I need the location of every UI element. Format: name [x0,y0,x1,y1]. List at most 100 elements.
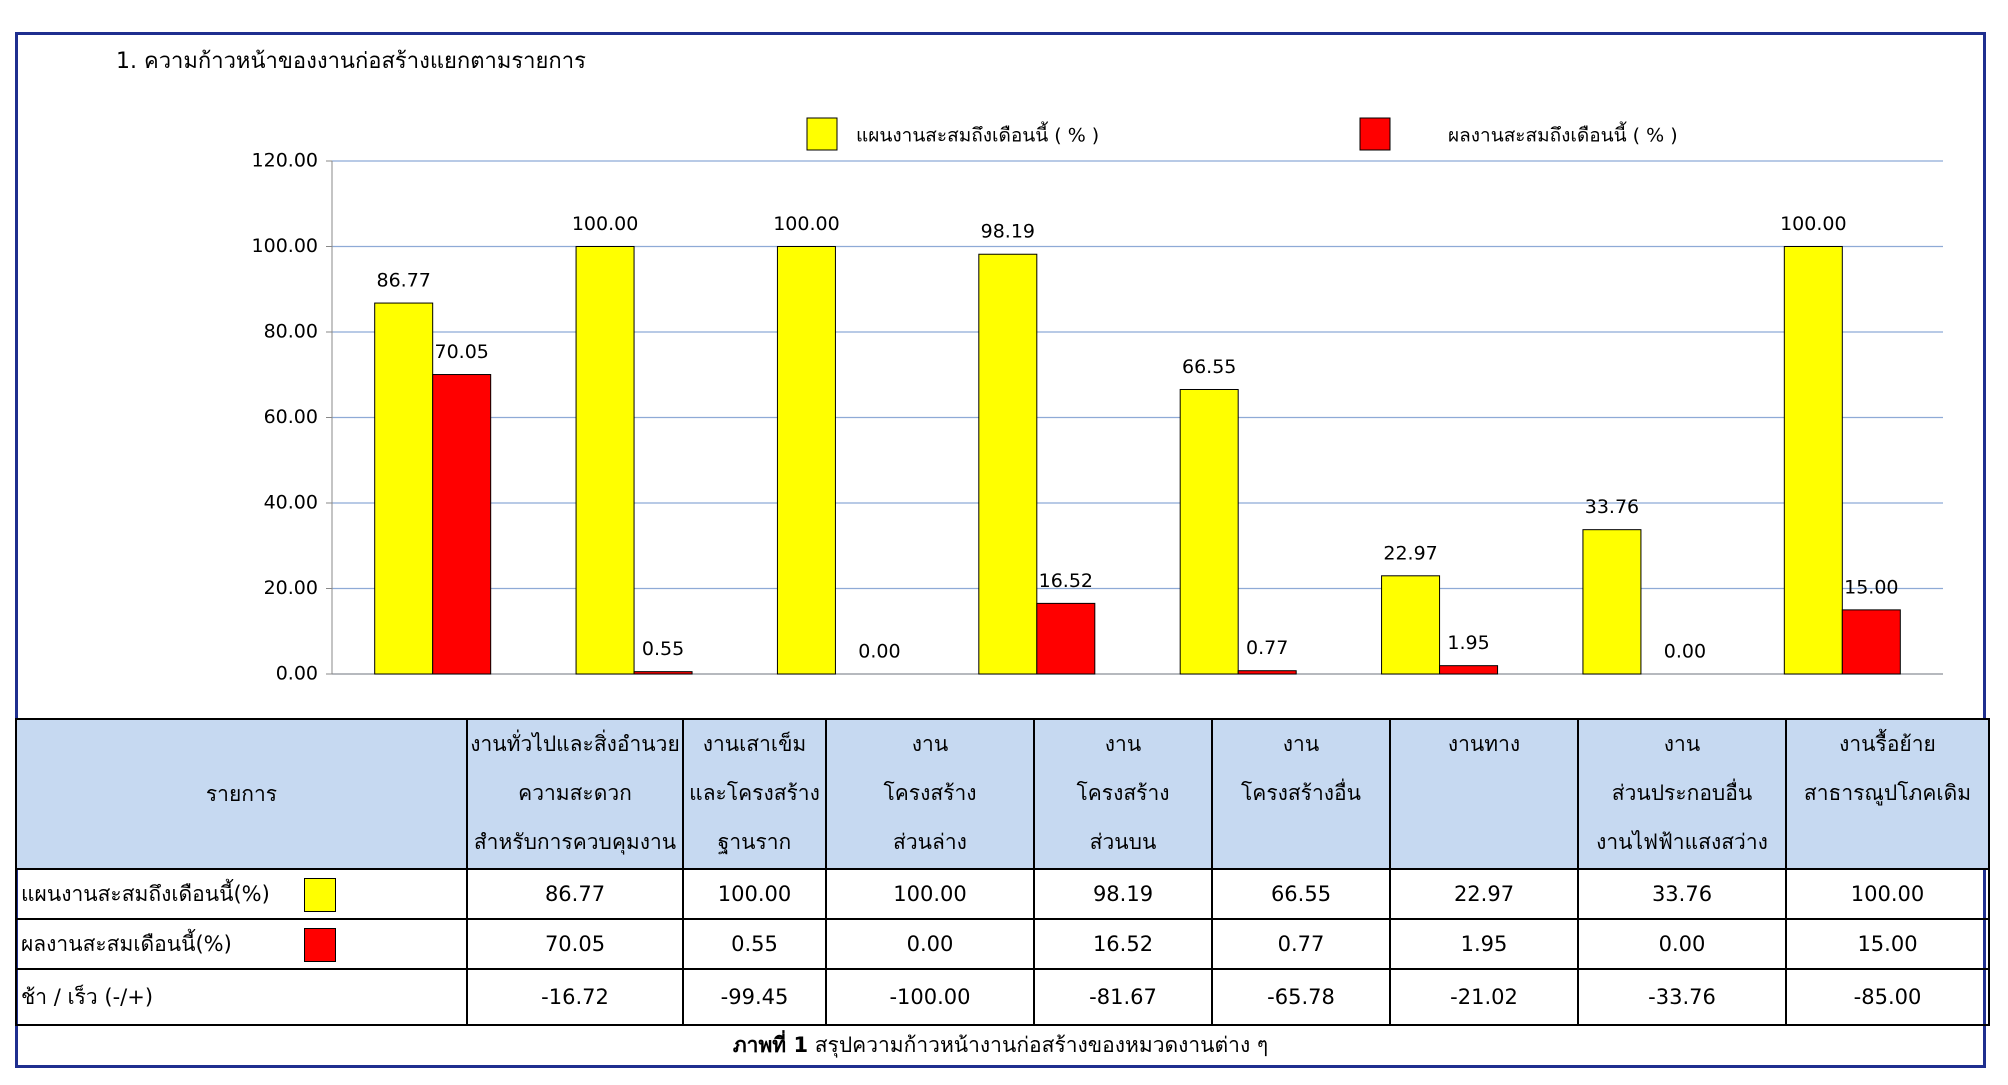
y-tick-label: 40.00 [264,492,318,514]
table-cell: 0.55 [682,918,827,970]
value-label: 0.55 [642,638,684,660]
category-label: งาน [1663,732,1701,756]
value-label: 100.00 [1780,213,1846,235]
table-header-cell: งานโครงสร้างส่วนบน [1033,718,1213,870]
value-label: 100.00 [773,213,839,235]
table-cell: 16.52 [1033,918,1213,970]
table-header-cell: งานทั่วไปและสิ่งอำนวยความสะดวกสำหรับการค… [466,718,684,870]
value-label: 66.55 [1182,356,1236,378]
table-header-cell: รายการ [15,718,468,870]
value-label: 1.95 [1447,632,1489,654]
row-label-text: แผนงานสะสมถึงเดือนนี้(%) [21,881,270,906]
table-row: ผลงานสะสมเดือนนี้(%) 70.05 0.55 0.00 16.52 0.… [15,918,1990,970]
category-label: ส่วนบน [1089,830,1157,854]
value-label: 0.00 [858,641,900,663]
value-label: 98.19 [981,221,1035,243]
value-label: 86.77 [376,270,430,292]
value-label: 22.97 [1383,542,1437,564]
value-label: 0.00 [1664,641,1706,663]
category-label: สำหรับการควบคุมงาน [473,830,677,854]
bar [1237,670,1297,675]
table-cell: 22.97 [1389,868,1579,920]
bar [374,302,434,675]
table-cell: 15.00 [1785,918,1990,970]
y-tick-label: 100.00 [252,235,318,257]
frame [15,32,1986,1068]
table-cell: 0.00 [825,918,1035,970]
table-cell: -21.02 [1389,968,1579,1026]
row-label: แผนงานสะสมถึงเดือนนี้(%) [15,868,468,920]
y-tick-label: 0.00 [276,663,318,685]
table-cell: 33.76 [1577,868,1787,920]
category-label: งาน [911,732,949,756]
category-label: งานทาง [1447,732,1521,756]
table-cell: -33.76 [1577,968,1787,1026]
category-label: งาน [1282,732,1320,756]
table-cell: 86.77 [466,868,684,920]
bar [432,374,492,675]
table-header-cell: งานโครงสร้างอื่น [1211,718,1391,870]
data-table: รายการ งานทั่วไปและสิ่งอำนวยความสะดวกสำหร… [15,718,1990,1026]
category-label: ความสะดวก [518,781,632,805]
value-label: 15.00 [1844,576,1898,598]
row-label-text: ผลงานสะสมเดือนนี้(%) [21,931,232,956]
caption-label: ภาพที่ 1 [732,1033,809,1057]
category-label: งานทั่วไปและสิ่งอำนวย [470,732,680,756]
legend-label: แผนงานสะสมถึงเดือนนี้ ( % ) [856,122,1099,147]
bar [1179,388,1239,675]
category-label: งานเสาเข็ม [702,732,807,756]
category-label: โครงสร้างอื่น [1241,781,1361,805]
legend-label: ผลงานสะสมถึงเดือนนี้ ( % ) [1448,122,1678,147]
table-cell: 100.00 [1785,868,1990,920]
table-cell: 0.77 [1211,918,1391,970]
bar [1439,665,1499,675]
y-tick-label: 20.00 [264,577,318,599]
value-label: 0.77 [1246,637,1288,659]
row-label-text: ช้า / เร็ว (-/+) [21,984,154,1009]
y-tick-label: 60.00 [264,406,318,428]
caption: ภาพที่ 1 สรุปความก้าวหน้างานก่อสร้างของห… [15,1023,1986,1068]
table-cell: -81.67 [1033,968,1213,1026]
table-cell: 0.00 [1577,918,1787,970]
table-header-cell: งานโครงสร้างส่วนล่าง [825,718,1035,870]
value-label: 33.76 [1585,496,1639,518]
table-row: แผนงานสะสมถึงเดือนนี้(%) 86.77 100.00 100.0… [15,868,1990,920]
value-label: 16.52 [1039,570,1093,592]
legend-swatch [1359,117,1391,151]
category-label: และโครงสร้าง [689,781,820,805]
category-label: งานไฟฟ้าแสงสว่าง [1596,830,1768,854]
table-cell: 100.00 [825,868,1035,920]
bar [633,671,693,675]
table-cell: -65.78 [1211,968,1391,1026]
bar [1036,602,1096,675]
bar [978,253,1038,675]
table-header-cell: งานรื้อย้าย สาธารณูปโภคเดิม [1785,718,1990,870]
category-label: โครงสร้าง [1076,781,1170,805]
table-cell: 70.05 [466,918,684,970]
category-label: งาน [1104,732,1142,756]
bar [776,246,836,675]
bar [1841,609,1901,675]
table-cell: -99.45 [682,968,827,1026]
row-label: ช้า / เร็ว (-/+) [15,968,468,1026]
category-label: โครงสร้าง [883,781,977,805]
legend-swatch [806,117,838,151]
y-tick-label: 120.00 [252,150,318,172]
value-label: 100.00 [572,213,638,235]
table-header-cell: งานเสาเข็มและโครงสร้างฐานราก [682,718,827,870]
chart-title: 1. ความก้าวหน้าของงานก่อสร้างแยกตามรายกา… [116,49,586,74]
table-cell: -100.00 [825,968,1035,1026]
bar [1783,246,1843,675]
value-label: 70.05 [434,341,488,363]
category-label: ส่วนล่าง [893,830,967,854]
category-label: ฐานราก [717,830,792,854]
legend-swatch [304,928,336,962]
legend-swatch [304,878,336,912]
bar [575,246,635,675]
table-cell: -16.72 [466,968,684,1026]
table-header-cell: งานส่วนประกอบอื่นงานไฟฟ้าแสงสว่าง [1577,718,1787,870]
table-cell: 100.00 [682,868,827,920]
category-label: ส่วนประกอบอื่น [1611,781,1753,805]
